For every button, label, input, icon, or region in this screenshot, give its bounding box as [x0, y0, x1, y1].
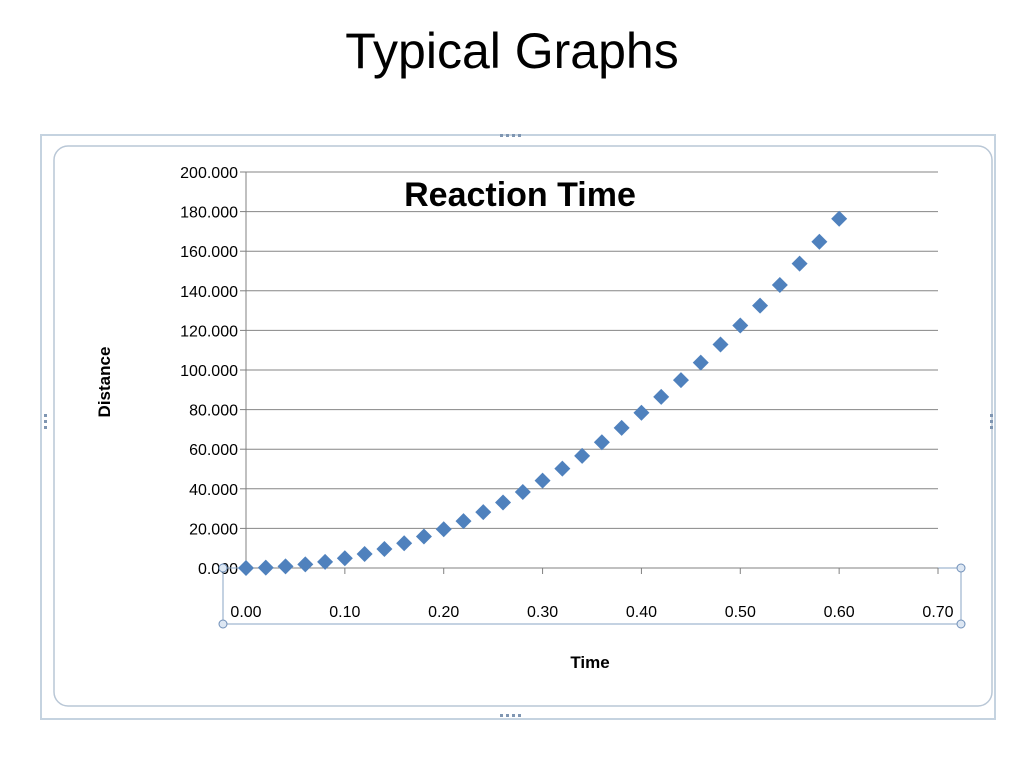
- handle-bottom[interactable]: [500, 714, 503, 717]
- data-point: [514, 483, 531, 500]
- y-tick-label: 100.000: [180, 363, 238, 380]
- resize-handle[interactable]: [218, 563, 228, 573]
- x-tick-label: 0.00: [230, 604, 261, 621]
- data-point: [435, 521, 452, 538]
- reaction-time-chart: 0.000 20.000 40.000 60.000 80.000 100.000 120.…: [40, 134, 996, 720]
- handle-top[interactable]: [500, 134, 503, 137]
- y-tick-label: 120.000: [180, 323, 238, 340]
- x-tick-label: 0.50: [725, 604, 756, 621]
- chart-title: Reaction Time: [404, 176, 636, 214]
- data-point: [791, 255, 808, 272]
- resize-handle[interactable]: [956, 563, 966, 573]
- chart-area-border: [53, 145, 993, 707]
- x-tick-label: 0.10: [329, 604, 360, 621]
- data-point: [593, 434, 610, 451]
- data-point: [277, 558, 294, 575]
- x-tick-label: 0.20: [428, 604, 459, 621]
- y-tick-label: 20.000: [189, 521, 238, 538]
- y-axis-ticks: 0.000 20.000 40.000 60.000 80.000 100.000 120.…: [180, 165, 247, 578]
- chart-container[interactable]: 0.000 20.000 40.000 60.000 80.000 100.000 120.…: [40, 134, 996, 720]
- handle-right[interactable]: [990, 414, 993, 417]
- y-tick-label: 0.000: [198, 561, 238, 578]
- x-tick-label: 0.30: [527, 604, 558, 621]
- data-point: [376, 540, 393, 557]
- data-points: [238, 210, 848, 576]
- data-point: [672, 372, 689, 389]
- data-point: [257, 559, 274, 576]
- data-point: [633, 404, 650, 421]
- data-point: [297, 556, 314, 573]
- x-tick-label: 0.70: [922, 604, 953, 621]
- data-point: [317, 553, 334, 570]
- data-point: [771, 277, 788, 294]
- x-tick-label: 0.60: [824, 604, 855, 621]
- resize-handle[interactable]: [956, 619, 966, 629]
- resize-handle[interactable]: [218, 619, 228, 629]
- data-point: [415, 528, 432, 545]
- data-point: [653, 388, 670, 405]
- data-point: [495, 494, 512, 511]
- y-axis-label: Distance: [95, 347, 114, 418]
- slide-title: Typical Graphs: [345, 23, 679, 79]
- data-point: [811, 233, 828, 250]
- data-point: [336, 550, 353, 567]
- data-point: [732, 317, 749, 334]
- data-point: [238, 560, 254, 576]
- x-tick-label: 0.40: [626, 604, 657, 621]
- y-tick-label: 80.000: [189, 403, 238, 420]
- data-point: [752, 297, 769, 314]
- y-tick-label: 180.000: [180, 205, 238, 222]
- y-tick-label: 60.000: [189, 442, 238, 459]
- gridlines: [246, 171, 938, 569]
- data-point: [396, 535, 413, 552]
- data-point: [356, 545, 373, 562]
- y-tick-label: 200.000: [180, 165, 238, 182]
- data-point: [831, 210, 848, 227]
- y-tick-label: 160.000: [180, 244, 238, 261]
- data-point: [613, 419, 630, 436]
- data-point: [475, 504, 492, 521]
- data-point: [455, 513, 472, 530]
- y-tick-label: 140.000: [180, 284, 238, 301]
- x-axis-label: Time: [570, 653, 609, 672]
- data-point: [574, 447, 591, 464]
- data-point: [712, 336, 729, 353]
- data-point: [534, 472, 551, 489]
- data-point: [692, 354, 709, 371]
- handle-left[interactable]: [44, 414, 47, 417]
- x-axis-ticks: 0.00 0.10 0.20 0.30 0.40 0.50 0.60 0.70: [230, 567, 954, 621]
- selection-handles[interactable]: [44, 134, 993, 717]
- y-tick-label: 40.000: [189, 482, 238, 499]
- data-point: [554, 460, 571, 477]
